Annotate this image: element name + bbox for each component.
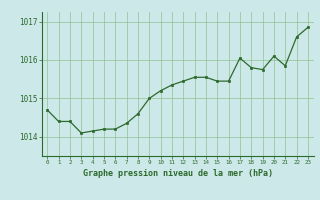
X-axis label: Graphe pression niveau de la mer (hPa): Graphe pression niveau de la mer (hPa) xyxy=(83,169,273,178)
